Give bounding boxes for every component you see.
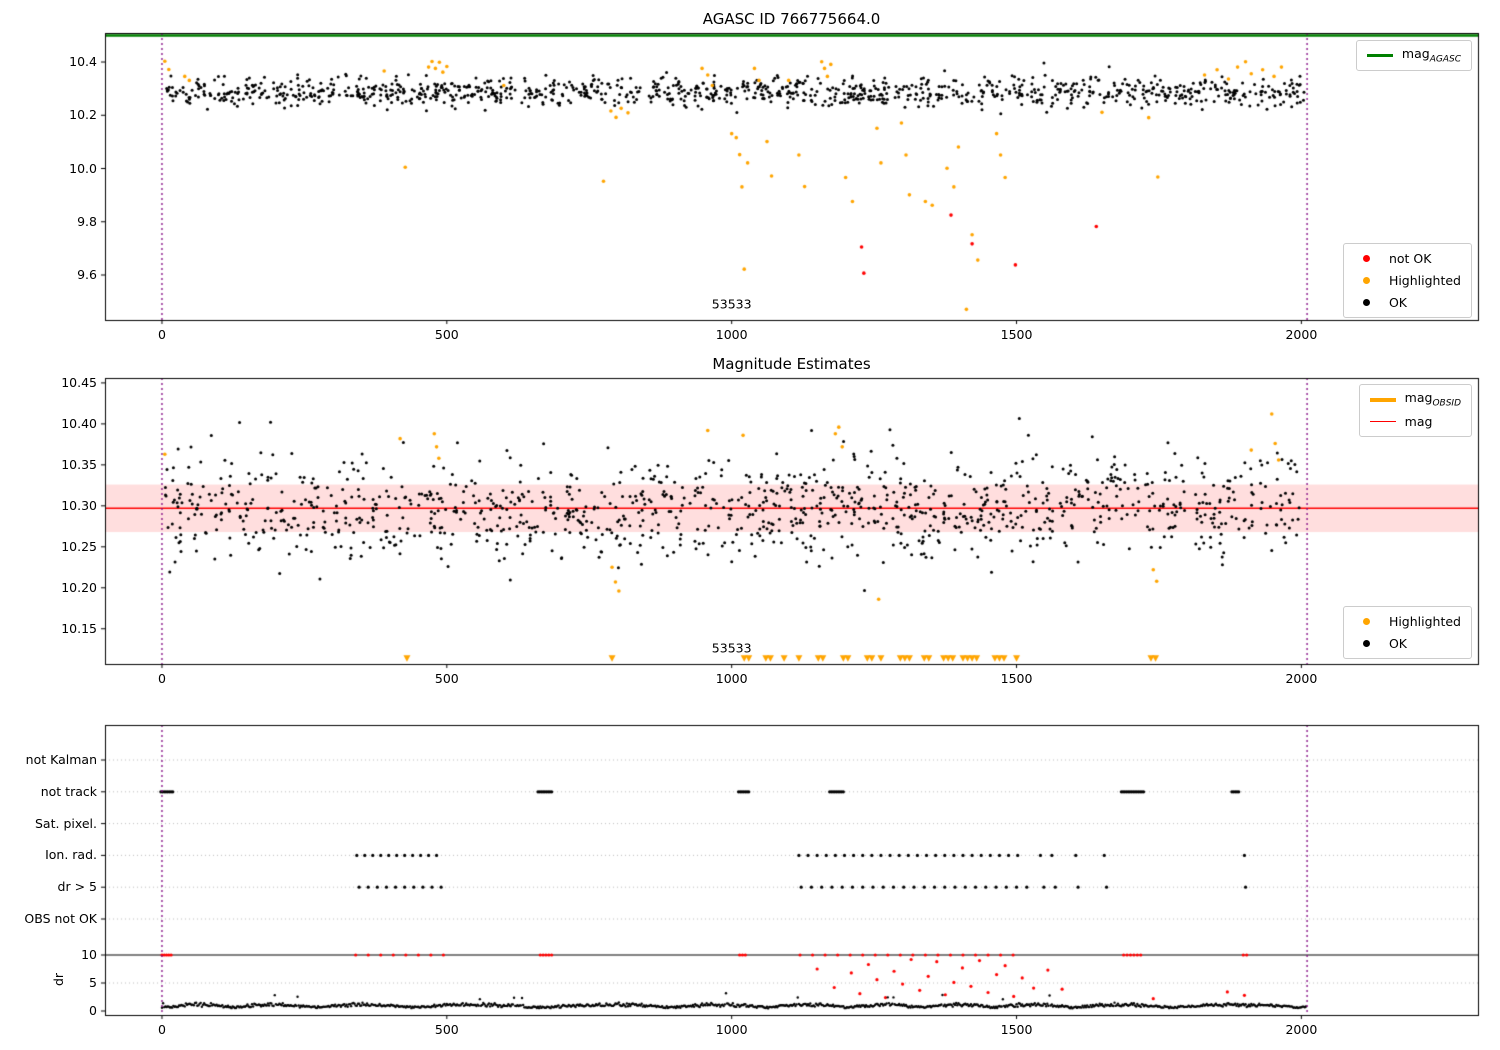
legend-label: Highlighted <box>1388 273 1461 288</box>
x-tick-label: 0 <box>157 327 166 342</box>
x-tick-label: 1000 <box>715 671 748 686</box>
legend-label: magOBSID <box>1404 390 1461 409</box>
y-tick-label: 10.35 <box>61 456 97 472</box>
x-tick-label: 2000 <box>1285 327 1318 342</box>
y-tick-label: 10.20 <box>61 579 97 595</box>
legend-marker-dot <box>1354 618 1380 625</box>
y-tick-label: 10.25 <box>61 538 97 554</box>
legend-label: Highlighted <box>1388 614 1461 629</box>
y-tick-label: 9.6 <box>77 267 97 282</box>
legend-item: magAGASC <box>1366 46 1461 65</box>
legend-label: OK <box>1388 295 1407 310</box>
x-tick-label: 1000 <box>715 327 748 342</box>
y-tick-label: 10.45 <box>61 374 97 390</box>
row-label: Sat. pixel. <box>35 815 97 831</box>
y-tick-label: 10.0 <box>69 160 97 176</box>
x-tick-label: 1500 <box>1000 671 1033 686</box>
legend-marker-dot <box>1354 299 1380 306</box>
legend-item: magOBSID <box>1369 390 1461 409</box>
x-tick-label: 1500 <box>1000 1022 1033 1037</box>
x-tick-label: 500 <box>434 1022 459 1037</box>
plot2-line-legend: magOBSID mag <box>1358 384 1472 437</box>
legend-label: OK <box>1388 636 1407 651</box>
legend-line-swatch <box>1369 397 1396 402</box>
x-tick-label: 1000 <box>715 1022 748 1037</box>
legend-label: not OK <box>1388 251 1432 266</box>
legend-marker-dot <box>1354 277 1380 284</box>
legend-label: magAGASC <box>1401 46 1461 65</box>
legend-line-swatch <box>1369 420 1396 423</box>
row-label: not Kalman <box>25 752 97 767</box>
plot2-obsid-annotation: 53533 <box>711 640 752 656</box>
x-tick-label: 0 <box>157 671 166 686</box>
dr-tick-label: 5 <box>89 975 97 990</box>
y-tick-label: 9.8 <box>77 213 97 229</box>
y-tick-label: 10.30 <box>61 497 97 513</box>
plot1-obsid-annotation: 53533 <box>711 296 752 312</box>
y-tick-label: 10.40 <box>61 415 97 431</box>
plot1-line-legend: magAGASC <box>1355 40 1472 71</box>
x-tick-label: 500 <box>434 671 459 686</box>
y-tick-label: 10.4 <box>69 54 97 70</box>
x-tick-label: 1500 <box>1000 327 1033 342</box>
legend-item: mag <box>1369 412 1461 431</box>
legend-line-swatch <box>1366 54 1393 57</box>
legend-item: OK <box>1354 634 1461 653</box>
row-label: dr > 5 <box>57 879 97 895</box>
plot2-marker-legend: Highlighted OK <box>1342 606 1472 659</box>
row-label: OBS not OK <box>24 911 97 926</box>
x-tick-label: 500 <box>434 327 459 342</box>
y-tick-label: 10.15 <box>61 620 97 636</box>
legend-marker-dot <box>1354 640 1380 647</box>
legend-item: Highlighted <box>1354 612 1461 631</box>
x-tick-label: 2000 <box>1285 1022 1318 1037</box>
legend-label: mag <box>1404 414 1433 429</box>
plot1-title: AGASC ID 766775664.0 <box>702 10 881 28</box>
plot2-title: Magnitude Estimates <box>712 355 871 373</box>
y-tick-label: 10.2 <box>69 107 97 123</box>
legend-marker-dot <box>1354 255 1380 262</box>
legend-item: OK <box>1354 293 1461 312</box>
legend-item: Highlighted <box>1354 271 1461 290</box>
dr-tick-label: 0 <box>89 1003 97 1018</box>
dr-tick-label: 10 <box>81 947 97 962</box>
x-tick-label: 0 <box>157 1022 166 1037</box>
x-tick-label: 2000 <box>1285 671 1318 686</box>
row-label: not track <box>40 783 97 799</box>
plot1-marker-legend: not OK Highlighted OK <box>1342 243 1472 318</box>
row-label: Ion. rad. <box>45 847 97 863</box>
legend-item: not OK <box>1354 249 1461 268</box>
